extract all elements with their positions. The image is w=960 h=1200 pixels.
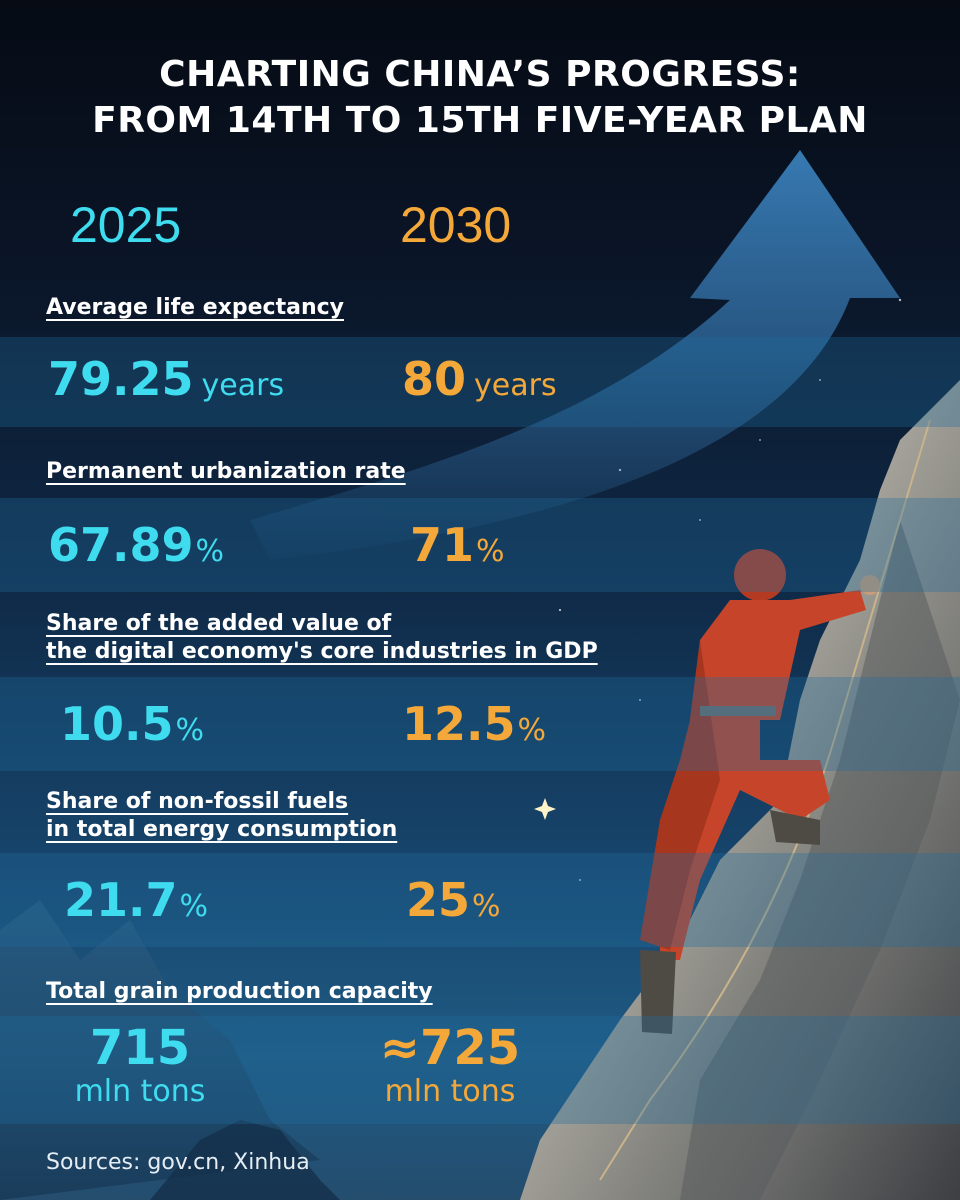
band-row-1	[0, 337, 960, 427]
climbing-rope	[599, 419, 931, 1181]
value-number: 10.5	[60, 697, 174, 751]
digital-economy-2030: 12.5%	[402, 697, 546, 751]
value-number: 79.25	[48, 352, 194, 406]
value-number: 715	[89, 1020, 191, 1076]
metric-label-life-expectancy: Average life expectancy	[46, 294, 344, 322]
non-fossil-2025: 21.7%	[64, 873, 208, 927]
value-number: ≈725	[379, 1020, 521, 1076]
value-number: 21.7	[64, 873, 178, 927]
digital-economy-2025: 10.5%	[60, 697, 204, 751]
metric-label-grain: Total grain production capacity	[46, 978, 433, 1006]
year-current: 2025	[70, 197, 182, 253]
metric-label-non-fossil: Share of non-fossil fuels in total energ…	[46, 788, 397, 844]
value-unit: years	[201, 368, 285, 403]
value-number: 67.89	[48, 518, 194, 572]
life-expectancy-2025: 79.25 years	[48, 352, 284, 406]
life-expectancy-2030: 80 years	[402, 352, 557, 406]
metric-label-text: Permanent urbanization rate	[46, 459, 406, 484]
urbanization-2030: 71%	[410, 518, 505, 572]
metric-label-urbanization: Permanent urbanization rate	[46, 458, 406, 486]
year-target: 2030	[400, 197, 512, 253]
non-fossil-2030: 25%	[406, 873, 501, 927]
value-unit: %	[517, 713, 547, 748]
grain-2030: ≈725 mln tons	[360, 1022, 540, 1110]
sparkle-star	[534, 798, 556, 820]
grain-2025: 715 mln tons	[50, 1022, 230, 1110]
value-number: 12.5	[402, 697, 516, 751]
band-row-4	[0, 853, 960, 947]
urbanization-2025: 67.89%	[48, 518, 224, 572]
metric-label-line-2: the digital economy's core industries in…	[46, 639, 598, 664]
metric-label-line-2: in total energy consumption	[46, 817, 398, 842]
value-unit: mln tons	[384, 1074, 516, 1109]
value-unit: %	[195, 534, 225, 569]
climber-figure	[640, 549, 880, 1034]
value-unit: %	[175, 713, 205, 748]
metric-label-line-1: Share of the added value of	[46, 611, 392, 636]
metric-label-line-1: Share of non-fossil fuels	[46, 789, 349, 814]
band-row-3	[0, 677, 960, 771]
value-unit: years	[474, 368, 557, 403]
band-row-5	[0, 1016, 960, 1124]
band-row-2	[0, 498, 960, 592]
sources-note: Sources: gov.cn, Xinhua	[46, 1150, 310, 1175]
metric-label-digital-economy: Share of the added value of the digital …	[46, 610, 598, 666]
value-unit: %	[472, 889, 501, 924]
value-number: 25	[406, 873, 471, 927]
page-title: CHARTING CHINA’S PROGRESS: FROM 14TH TO …	[0, 52, 960, 144]
metric-label-text: Average life expectancy	[46, 295, 344, 320]
value-number: 71	[410, 518, 475, 572]
value-number: 80	[402, 352, 467, 406]
value-unit: %	[476, 534, 505, 569]
upward-arrow	[250, 150, 900, 560]
title-line-2: FROM 14TH TO 15TH FIVE-YEAR PLAN	[92, 100, 868, 141]
value-unit: %	[179, 889, 209, 924]
value-unit: mln tons	[74, 1074, 206, 1109]
metric-label-text: Total grain production capacity	[46, 979, 433, 1004]
title-line-1: CHARTING CHINA’S PROGRESS:	[159, 54, 801, 95]
